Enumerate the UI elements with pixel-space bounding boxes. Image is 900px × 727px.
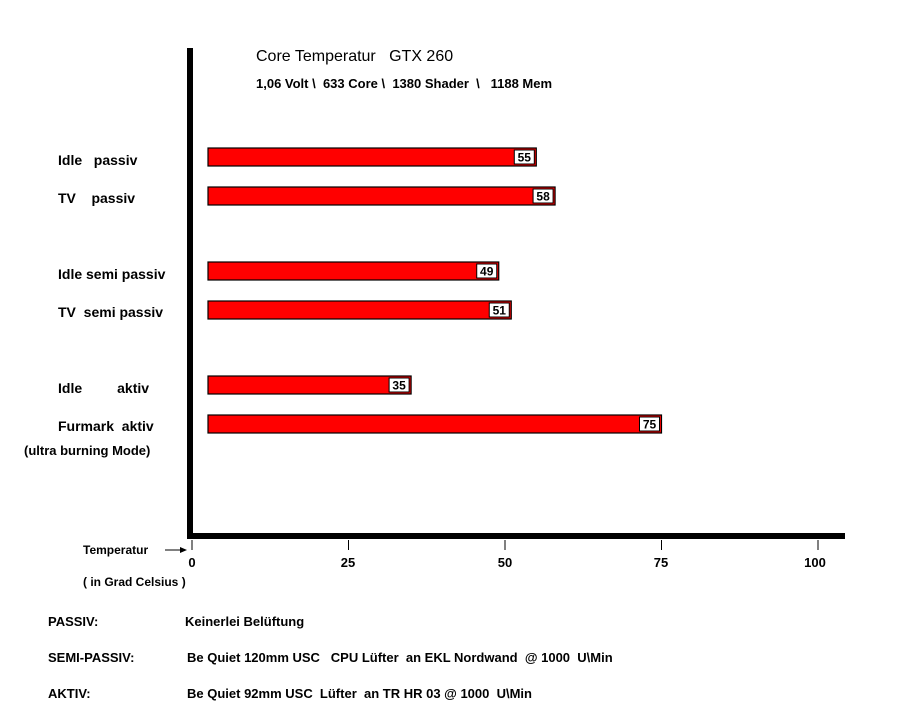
- data-label-box-4: [388, 377, 410, 393]
- xlabel-arrow-head: [180, 547, 187, 553]
- bar-3: [207, 300, 512, 320]
- legend-key-aktiv: AKTIV:: [48, 686, 91, 701]
- legend-value-passiv: Keinerlei Belüftung: [185, 614, 305, 629]
- bar-2: [207, 261, 500, 281]
- category-note: (ultra burning Mode): [24, 443, 151, 458]
- legend-key-semi-passiv: SEMI-PASSIV:: [48, 650, 135, 665]
- data-label-4: 35: [392, 379, 406, 393]
- category-label-idle-semi-passiv: Idle semi passiv: [58, 266, 166, 282]
- data-label-2: 49: [480, 265, 494, 279]
- legend-key-passiv: PASSIV:: [48, 614, 99, 629]
- x-tick-label-75: 75: [653, 555, 669, 570]
- data-label-5: 75: [643, 418, 657, 432]
- bar-5: [207, 414, 663, 434]
- bar-1: [207, 186, 556, 206]
- data-label-1: 58: [536, 190, 550, 204]
- data-label-3: 51: [493, 304, 507, 318]
- category-label-tv-semi-passiv: TV semi passiv: [58, 304, 164, 320]
- data-label-box-2: [476, 263, 498, 279]
- bars-group: 55 58 49 51 35 75: [207, 147, 663, 434]
- data-label-box-0: [513, 149, 535, 165]
- data-label-box-3: [488, 302, 510, 318]
- category-label-idle-passiv: Idle passiv: [58, 152, 138, 168]
- x-tick-label-100: 100: [804, 555, 826, 570]
- data-label-box-5: [639, 416, 660, 432]
- category-label-furmark-aktiv: Furmark aktiv: [58, 418, 154, 434]
- x-axis-unit: ( in Grad Celsius ): [83, 575, 186, 589]
- x-tick-label-0: 0: [188, 555, 196, 570]
- x-axis-label: Temperatur: [83, 543, 149, 557]
- chart-subtitle: 1,06 Volt \ 633 Core \ 1380 Shader \ 118…: [256, 76, 553, 91]
- x-tick-marks: [191, 540, 819, 550]
- chart-title: Core Temperatur GTX 260: [256, 48, 454, 65]
- legend-value-aktiv: Be Quiet 92mm USC Lüfter an TR HR 03 @ 1…: [187, 686, 532, 701]
- x-tick-label-50: 50: [497, 555, 513, 570]
- legend-value-semi-passiv: Be Quiet 120mm USC CPU Lüfter an EKL Nor…: [187, 650, 613, 665]
- category-label-tv-passiv: TV passiv: [58, 190, 136, 206]
- category-label-idle-aktiv: Idle aktiv: [58, 380, 150, 396]
- bar-4: [207, 375, 412, 395]
- data-label-0: 55: [518, 151, 532, 165]
- bar-0: [207, 147, 537, 167]
- data-label-box-1: [532, 188, 554, 204]
- x-tick-label-25: 25: [340, 555, 356, 570]
